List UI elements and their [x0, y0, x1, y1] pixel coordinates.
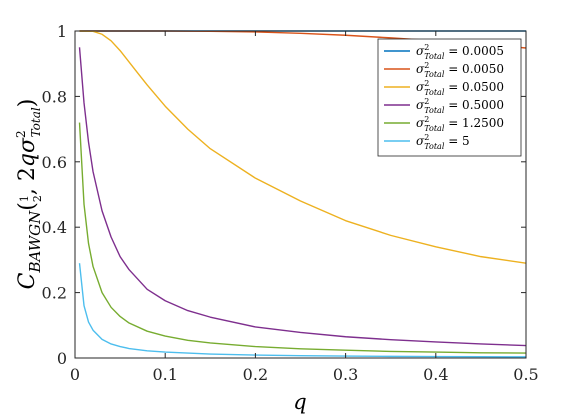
- legend-entry-5: σ2 Total = 5: [384, 133, 470, 151]
- x-tick-label: 0.3: [333, 365, 358, 384]
- legend-label: σ2 Total = 1.2500: [416, 115, 504, 133]
- x-tick-label: 0.4: [423, 365, 448, 384]
- x-axis-title: q: [293, 390, 306, 414]
- legend-label: σ2 Total = 0.0005: [416, 43, 504, 61]
- y-tick-label: 0.4: [42, 218, 67, 237]
- y-axis-title: CBAWGN(12, 2qσ2Total): [14, 99, 44, 290]
- svg-text:CBAWGN(12, 2qσ2Total): CBAWGN(12, 2qσ2Total): [14, 99, 44, 290]
- x-tick-label: 0.2: [243, 365, 268, 384]
- y-tick-label: 1: [57, 22, 67, 41]
- legend-entry-2: σ2 Total = 0.0500: [384, 79, 504, 97]
- series-line-5: [78, 263, 527, 358]
- y-tick-label: 0.6: [42, 153, 67, 172]
- series-line-4: [78, 122, 527, 354]
- legend-label: σ2 Total = 0.0500: [416, 79, 504, 97]
- legend-label: σ2 Total = 0.0050: [416, 61, 504, 79]
- legend-entry-0: σ2 Total = 0.0005: [384, 43, 504, 61]
- series-line-3: [78, 47, 527, 347]
- legend-label: σ2 Total = 0.5000: [416, 97, 504, 115]
- legend-entry-1: σ2 Total = 0.0050: [384, 61, 504, 79]
- x-tick-label: 0.5: [513, 365, 538, 384]
- y-tick-label: 0.8: [42, 87, 67, 106]
- tick-layer: 0 0.1 0.2 0.3 0.4 0.5 0 0.2 0.4 0.6 0.8 1: [42, 22, 539, 384]
- x-tick-label: 0: [70, 365, 80, 384]
- plot-frame: [74, 30, 527, 359]
- x-tick-label: 0.1: [152, 365, 177, 384]
- y-tick-label: 0: [57, 349, 67, 368]
- legend-entry-4: σ2 Total = 1.2500: [384, 115, 504, 133]
- legend-label: σ2 Total = 5: [416, 133, 470, 151]
- series-line-2: [79, 30, 527, 264]
- legend-box: [377, 38, 522, 157]
- y-tick-label: 0.2: [42, 284, 67, 303]
- legend-entry-3: σ2 Total = 0.5000: [384, 97, 504, 115]
